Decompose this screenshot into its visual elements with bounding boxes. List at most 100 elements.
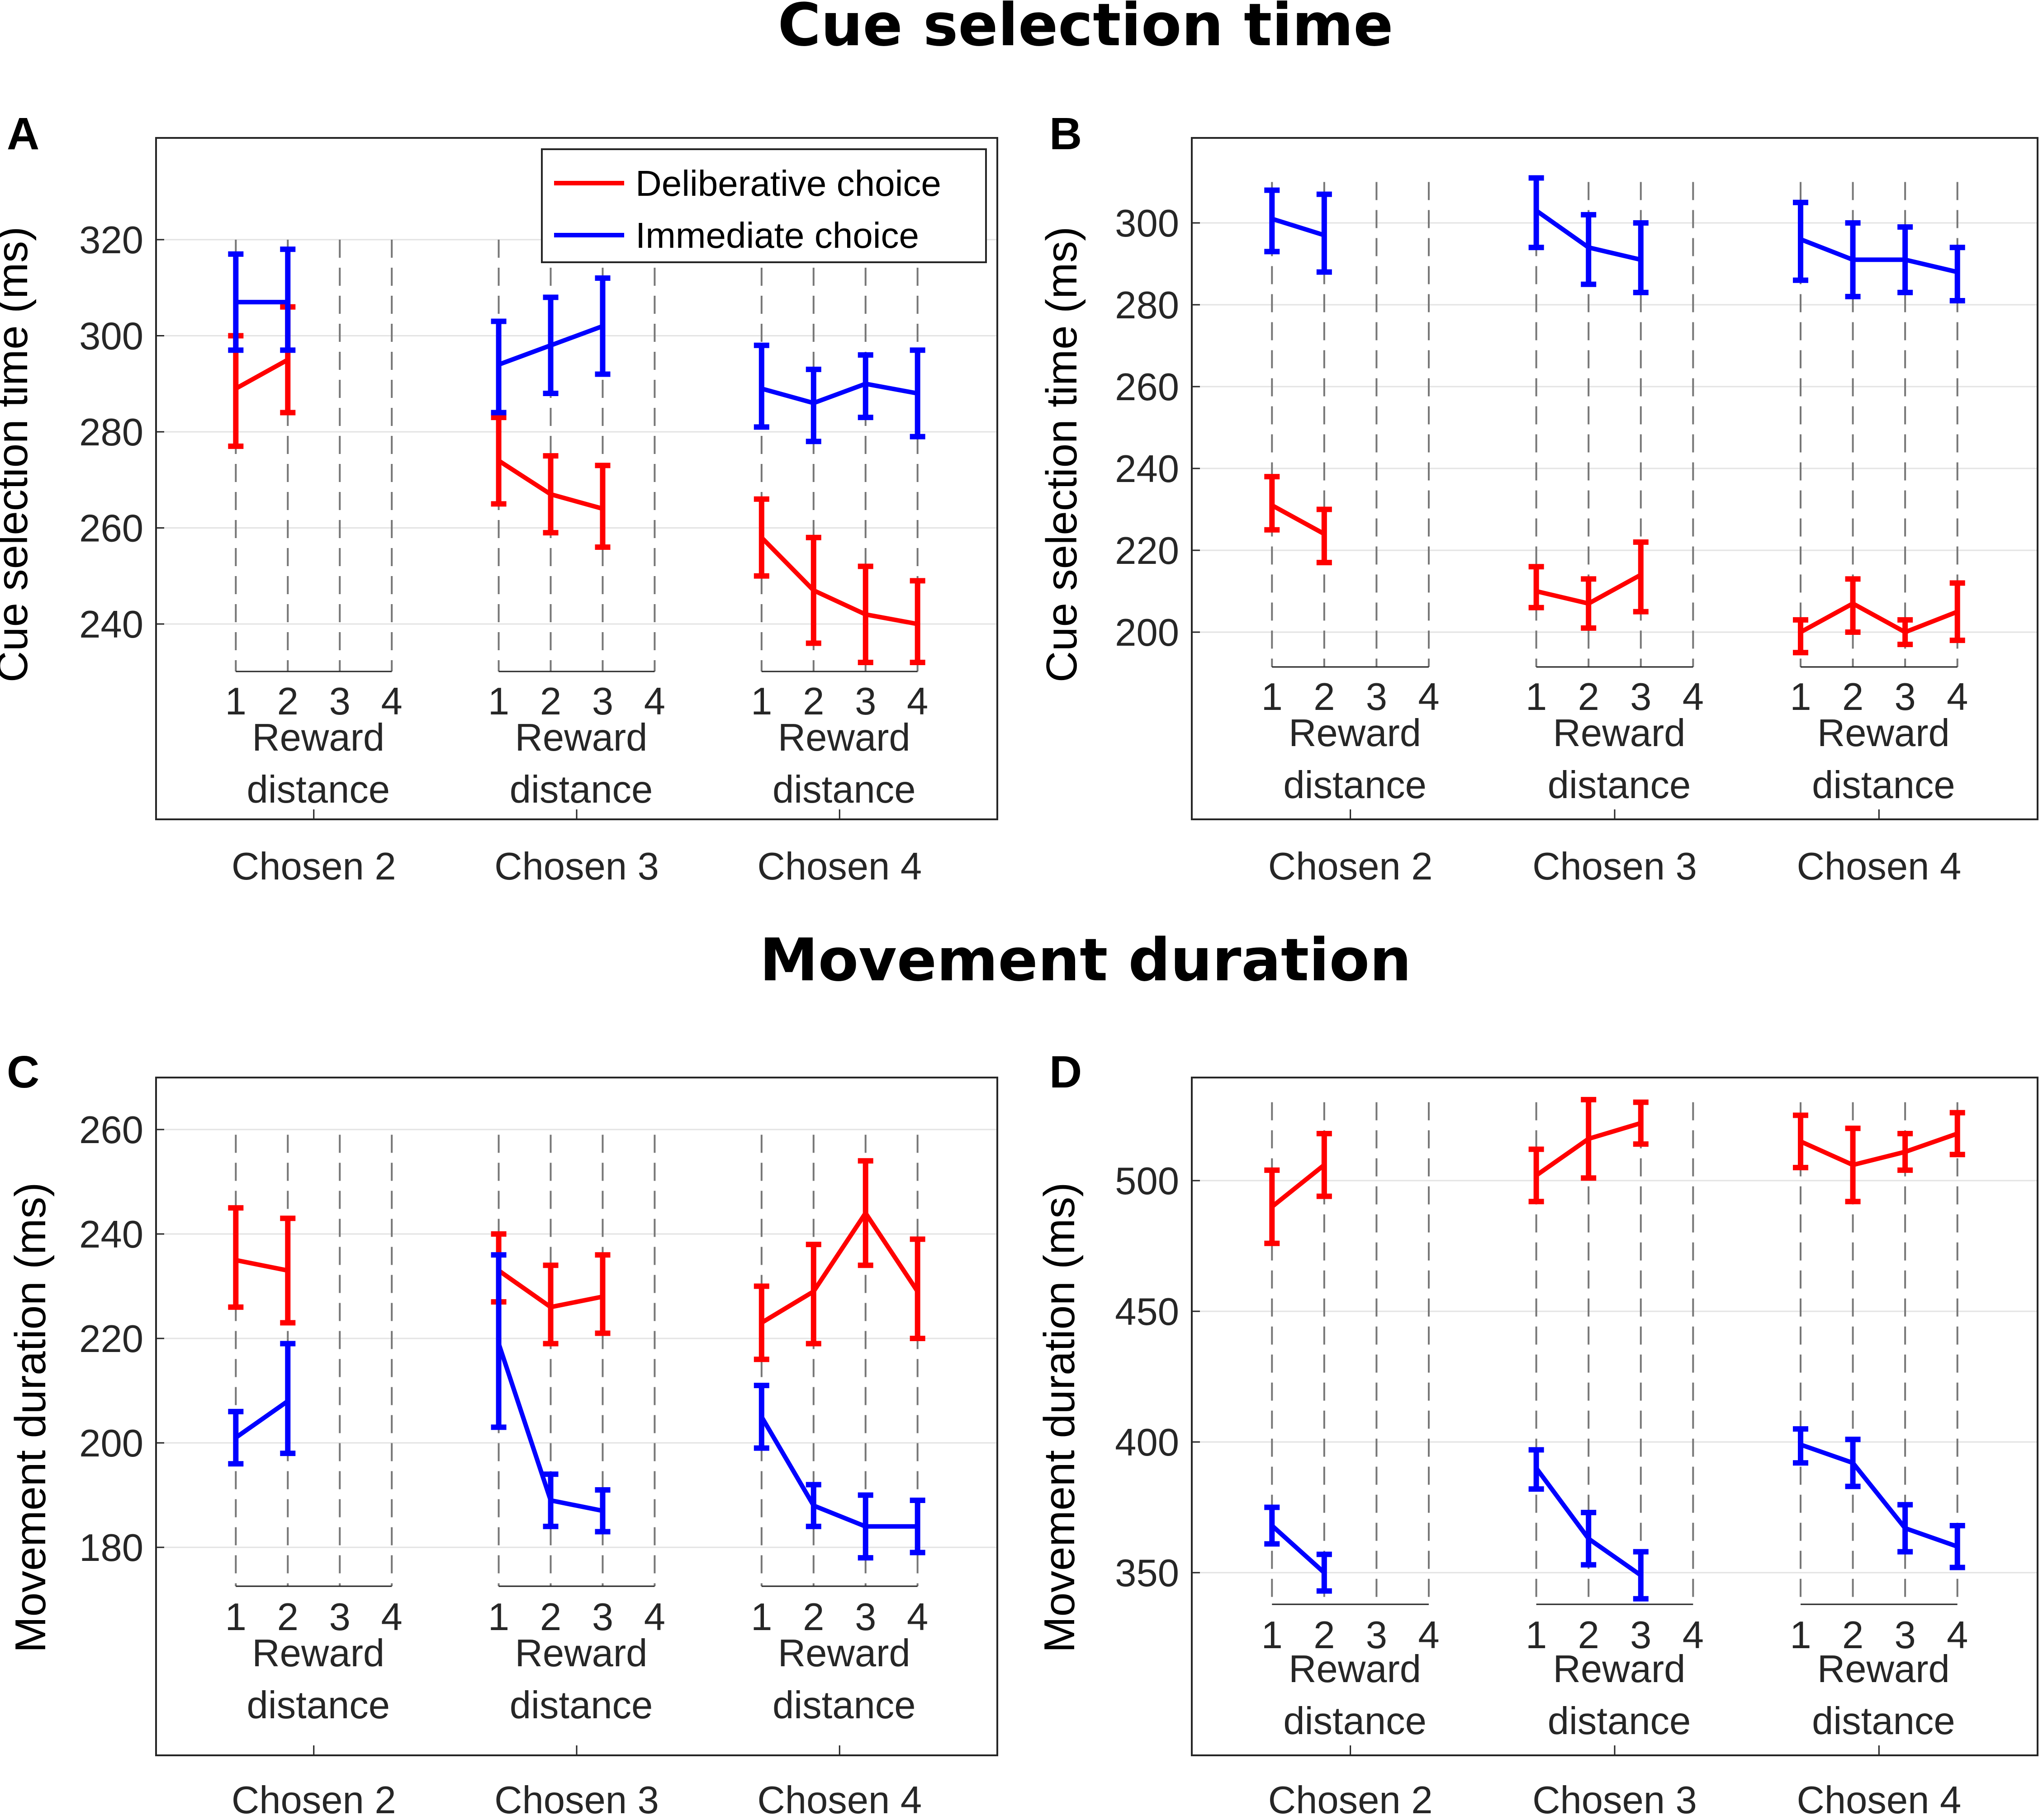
inner-x-label-line1: Reward [778,1632,910,1675]
axes-box [1191,1077,2038,1756]
group-label: Chosen 3 [1532,845,1697,888]
x-tick-label: 3 [855,680,876,723]
x-tick-label: 1 [1790,1614,1811,1657]
inner-x-label-line1: Reward [1553,1648,1686,1691]
series-line [1799,601,1958,634]
error-bar [543,1262,559,1347]
data-point [233,1257,238,1262]
data-point [548,492,553,497]
x-tick-label: 4 [907,680,928,723]
x-tick-label: 3 [329,680,351,723]
x-tick-label: 4 [1683,1614,1704,1657]
error-bar [1949,245,1965,303]
error-bar [595,275,611,377]
inner-x-label-line1: Reward [252,716,384,759]
x-tick-label: 1 [1526,676,1547,719]
error-bar [806,534,821,646]
error-bar [280,1215,296,1326]
x-tick-label: 3 [329,1596,351,1639]
error-bar [1845,576,1861,635]
inner-x-label-line1: Reward [1553,712,1686,755]
data-point [496,458,501,463]
series-line [760,536,918,626]
inner-x-label-line2: distance [773,768,916,811]
data-point [233,1435,238,1440]
x-tick-label: 4 [644,1596,665,1639]
data-point [285,357,290,362]
data-point [863,1210,868,1215]
error-bar [1793,199,1809,283]
y-tick-label: 400 [1115,1421,1179,1464]
error-bar [1845,220,1861,299]
section-title-movement-duration: Movement duration [759,926,1411,994]
error-bar [1793,1112,1809,1171]
y-tick-label: 320 [79,219,143,262]
data-point [1586,1536,1591,1541]
error-bar [1316,1130,1332,1199]
x-tick-label: 2 [1313,1614,1335,1657]
error-bar [595,1252,611,1336]
panel-a: A 240 260 280 300 320 Cue selection time (ms) 1… [0,109,998,888]
x-tick-label: 3 [1366,1614,1387,1657]
error-bar [491,415,507,507]
data-point [811,1289,816,1294]
error-bar [754,496,769,579]
data-point [548,1305,553,1309]
x-tick-label: 1 [1526,1614,1547,1657]
error-bar [754,1382,769,1451]
error-bar [228,251,244,353]
x-tick-label: 1 [488,1596,509,1639]
x-tick-label: 3 [1366,676,1387,719]
y-tick-label: 260 [79,507,143,550]
x-tick-label: 2 [1842,1614,1863,1657]
y-tick-label: 240 [79,603,143,646]
panel-letter: B [1049,109,1082,159]
y-tick-label: 300 [79,315,143,358]
error-bar [1793,1426,1809,1466]
error-bar [1793,617,1809,656]
series-line [1799,1131,1958,1168]
error-bar [228,1409,244,1467]
data-point [600,324,605,329]
error-bar [1264,1504,1280,1547]
legend-label: Deliberative choice [635,163,941,203]
error-bar [1897,224,1913,295]
x-tick-label: 2 [1313,676,1335,719]
inner-x-label-line1: Reward [515,1632,648,1675]
panel-letter: A [7,109,39,159]
series-deliberative-choice [228,304,925,665]
data-point [1903,630,1908,634]
error-bar [1897,1502,1913,1555]
series-line [1271,217,1325,237]
series-line [761,381,918,406]
x-tick-label: 1 [225,680,246,723]
y-tick-label: 280 [1115,284,1179,327]
data-point [1586,245,1591,250]
x-tick-label: 1 [225,1596,246,1639]
error-bar [1845,1125,1861,1205]
error-bar [1581,576,1597,631]
group-label: Chosen 2 [232,1779,396,1820]
error-bar [1528,1146,1544,1205]
series-line [759,1415,918,1529]
data-point [811,1503,816,1508]
error-bar [595,1487,611,1535]
y-tick-label: 220 [79,1318,143,1361]
data-point [496,362,501,367]
x-tick-label: 1 [1790,676,1811,719]
group-label: Chosen 4 [757,1779,922,1820]
data-point [915,1289,920,1294]
data-point [1270,216,1275,221]
y-tick-label: 200 [1115,611,1179,654]
error-bar [910,1498,925,1555]
x-tick-label: 1 [751,1596,772,1639]
data-point [496,1341,501,1346]
error-bar [1633,539,1649,615]
error-bar [806,1242,821,1347]
data-point [1586,601,1591,606]
